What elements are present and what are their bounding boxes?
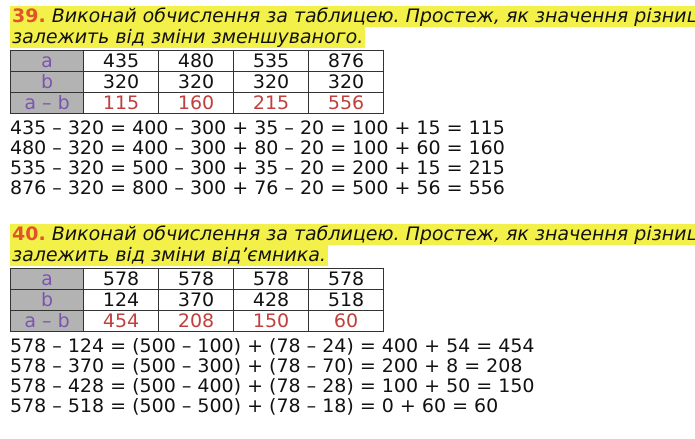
table-cell: 535 xyxy=(233,50,309,72)
row-label: b xyxy=(10,289,84,311)
equation: 480 – 320 = 400 – 300 + 80 – 20 = 100 + … xyxy=(10,137,505,159)
task-text: Виконай обчислення за таблицею. Простеж,… xyxy=(51,5,695,27)
task-0: 39. Виконай обчислення за таблицею. Прос… xyxy=(10,6,695,198)
equation: 578 – 518 = (500 – 500) + (78 – 18) = 0 … xyxy=(10,395,499,417)
table-cell: 160 xyxy=(158,92,234,114)
table-cell: 876 xyxy=(308,50,384,72)
table-row: a – b 454 208 150 60 xyxy=(10,310,384,332)
table-row: b 320 320 320 320 xyxy=(10,71,384,93)
equation: 578 – 370 = (500 – 300) + (78 – 70) = 20… xyxy=(10,355,523,377)
row-label: a – b xyxy=(10,310,84,332)
task-heading: 40. Виконай обчислення за таблицею. Прос… xyxy=(10,224,695,245)
task-text: Виконай обчислення за таблицею. Простеж,… xyxy=(51,223,695,245)
equation: 578 – 124 = (500 – 100) + (78 – 24) = 40… xyxy=(10,335,535,357)
table-cell: 320 xyxy=(233,71,309,93)
task-text: залежить від зміни від’ємника. xyxy=(12,244,326,266)
task-table: a 435 480 535 876 b 320 320 320 320 a – b 115 160 215… xyxy=(10,50,384,114)
task-heading-line2: залежить від зміни зменшуваного. xyxy=(10,26,366,48)
equation: 435 – 320 = 400 – 300 + 35 – 20 = 100 + … xyxy=(10,117,505,139)
table-row: b 124 370 428 518 xyxy=(10,289,384,311)
row-label: b xyxy=(10,71,84,93)
table-cell: 60 xyxy=(308,310,384,332)
task-table: a 578 578 578 578 b 124 370 428 518 a – b 454 208 150… xyxy=(10,268,384,332)
task-text: залежить від зміни зменшуваного. xyxy=(12,26,364,48)
table-cell: 320 xyxy=(158,71,234,93)
equation: 578 – 428 = (500 – 400) + (78 – 28) = 10… xyxy=(10,375,535,397)
table-cell: 556 xyxy=(308,92,384,114)
row-label: a xyxy=(10,50,84,72)
task-heading-line2: залежить від зміни від’ємника. xyxy=(10,245,328,266)
table-cell: 370 xyxy=(158,289,234,311)
table-cell: 578 xyxy=(233,268,309,290)
table-cell: 578 xyxy=(83,268,159,290)
task-number: 40. xyxy=(12,223,46,245)
row-label: a xyxy=(10,268,84,290)
table-cell: 578 xyxy=(308,268,384,290)
table-row: a 578 578 578 578 xyxy=(10,268,384,290)
table-cell: 208 xyxy=(158,310,234,332)
table-cell: 150 xyxy=(233,310,309,332)
task-number: 39. xyxy=(12,5,46,27)
table-cell: 428 xyxy=(233,289,309,311)
table-cell: 435 xyxy=(83,50,159,72)
table-cell: 454 xyxy=(83,310,159,332)
table-row: a 435 480 535 876 xyxy=(10,50,384,72)
task-1: 40. Виконай обчислення за таблицею. Прос… xyxy=(10,224,695,416)
table-cell: 115 xyxy=(83,92,159,114)
equation: 876 – 320 = 800 – 300 + 76 – 20 = 500 + … xyxy=(10,177,505,199)
table-cell: 480 xyxy=(158,50,234,72)
task-heading: 39. Виконай обчислення за таблицею. Прос… xyxy=(10,6,695,27)
table-cell: 518 xyxy=(308,289,384,311)
table-cell: 578 xyxy=(158,268,234,290)
row-label: a – b xyxy=(10,92,84,114)
table-row: a – b 115 160 215 556 xyxy=(10,92,384,114)
table-cell: 124 xyxy=(83,289,159,311)
table-cell: 320 xyxy=(308,71,384,93)
equation: 535 – 320 = 500 – 300 + 35 – 20 = 200 + … xyxy=(10,157,505,179)
table-cell: 320 xyxy=(83,71,159,93)
table-cell: 215 xyxy=(233,92,309,114)
